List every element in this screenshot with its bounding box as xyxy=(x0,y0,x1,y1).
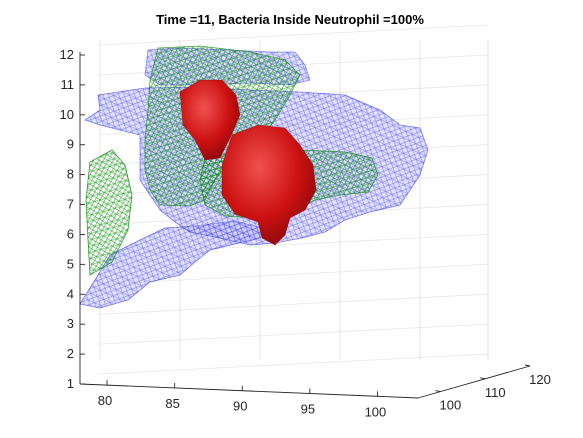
y-tick-mark xyxy=(524,364,531,367)
nucleus-mesh xyxy=(85,149,133,276)
y-tick-mark xyxy=(435,390,441,393)
z-tick-label: 7 xyxy=(67,197,74,212)
x-tick-label: 85 xyxy=(165,396,179,411)
z-tick-label: 4 xyxy=(67,286,74,301)
z-tick-label: 1 xyxy=(67,376,74,391)
axes-lines xyxy=(79,52,531,399)
y-ticks: 100 110 120 xyxy=(435,364,551,413)
bacteria-surface xyxy=(179,79,241,161)
x-tick-label: 100 xyxy=(365,404,387,419)
y-tick-label: 120 xyxy=(529,372,551,387)
z-tick-label: 12 xyxy=(60,47,74,62)
x-ticks: 80 85 90 95 100 xyxy=(98,380,386,419)
z-tick-label: 2 xyxy=(67,346,74,361)
x-tick-label: 95 xyxy=(301,402,315,417)
z-gridline xyxy=(99,353,489,375)
z-gridline xyxy=(99,24,489,46)
z-tick-label: 6 xyxy=(67,226,74,241)
y-axis-line xyxy=(417,365,531,399)
surfaces xyxy=(79,45,429,309)
z-tick-label: 8 xyxy=(67,167,74,182)
z-gridline xyxy=(99,263,489,285)
y-tick-mark xyxy=(480,377,486,380)
bacteria-surface xyxy=(221,124,317,246)
x-axis-line xyxy=(79,383,419,399)
y-tick-label: 100 xyxy=(440,398,462,413)
y-tick-label: 110 xyxy=(485,385,506,400)
z-gridline xyxy=(99,293,489,315)
z-tick-label: 9 xyxy=(67,137,74,152)
z-tick-label: 10 xyxy=(60,107,74,122)
z-tick-label: 3 xyxy=(67,316,74,331)
x-tick-label: 90 xyxy=(233,399,247,414)
chart-title: Time =11, Bacteria Inside Neutrophil =10… xyxy=(156,12,424,27)
z-tick-label: 5 xyxy=(67,256,74,271)
x-tick-label: 80 xyxy=(98,393,112,408)
z-tick-label: 11 xyxy=(61,77,75,92)
z-gridline xyxy=(99,323,489,345)
